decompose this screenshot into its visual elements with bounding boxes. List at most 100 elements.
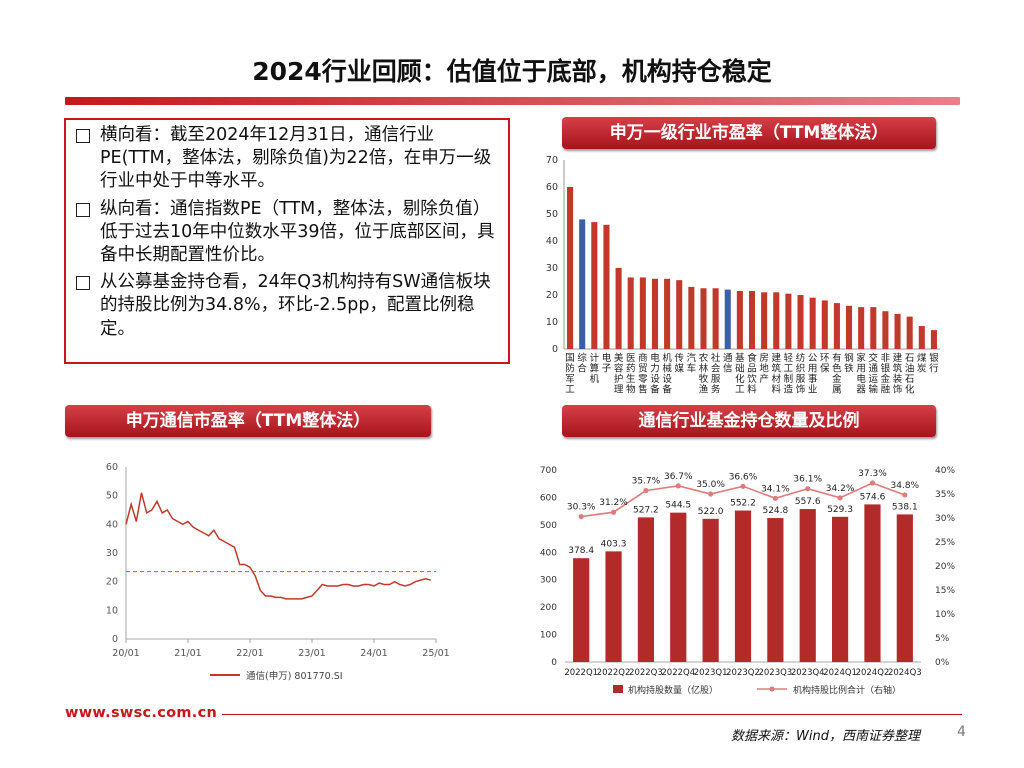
- x-tick-label: 用: [856, 364, 866, 375]
- x-tick-label: 渔: [699, 385, 709, 396]
- checkbox-bullet-icon: [76, 276, 90, 291]
- ratio-data-label: 36.1%: [793, 475, 822, 485]
- y-tick-label: 0: [112, 634, 118, 645]
- x-tick-label: 基: [735, 352, 745, 364]
- bar: [736, 290, 743, 349]
- x-tick-label: 生: [626, 373, 636, 385]
- bar-data-label: 403.3: [601, 539, 627, 549]
- x-tick-label: 筑: [772, 363, 782, 375]
- bar-data-label: 529.3: [827, 505, 853, 515]
- bar: [603, 224, 610, 349]
- title-underline: [65, 97, 960, 105]
- bar: [724, 289, 731, 349]
- bar: [833, 303, 840, 349]
- x-tick-label: 工: [735, 385, 745, 396]
- x-tick-label: 油: [905, 363, 915, 375]
- x-tick-label: 饰: [893, 384, 903, 396]
- x-tick-label: 建: [772, 352, 782, 364]
- y-tick-label: 40: [546, 236, 558, 247]
- x-tick-label: 备: [650, 384, 660, 396]
- bar: [627, 277, 634, 349]
- y-tick-label: 50: [106, 491, 118, 502]
- x-tick-label: 药: [626, 364, 636, 375]
- ratio-data-label: 36.6%: [729, 472, 758, 482]
- x-tick-label: 纺: [796, 352, 806, 364]
- x-tick-label: 农: [699, 352, 709, 364]
- x-tick-label: 2024Q3: [888, 668, 922, 678]
- x-tick-label: 属: [832, 385, 842, 396]
- x-tick-label: 色: [832, 363, 842, 375]
- fund-holding-chart-title: 通信行业基金持仓数量及比例: [562, 405, 936, 437]
- x-tick-label: 护: [614, 373, 624, 385]
- bar: [821, 300, 828, 349]
- x-tick-label: 地: [759, 363, 769, 375]
- ratio-point: [675, 483, 681, 489]
- x-tick-label: 化: [905, 384, 915, 396]
- y-left-tick-label: 300: [540, 576, 557, 586]
- x-tick-label: 金: [832, 373, 842, 385]
- summary-box: 横向看：截至2024年12月31日，通信行业PE(TTM，整体法，剔除负值)为2…: [64, 118, 510, 364]
- bar: [799, 509, 816, 662]
- y-left-tick-label: 700: [540, 466, 557, 476]
- y-right-tick-label: 30%: [935, 514, 955, 524]
- x-tick-label: 医: [626, 353, 636, 364]
- bar-data-label: 378.4: [568, 546, 594, 556]
- ratio-data-label: 31.2%: [599, 498, 628, 508]
- x-tick-label: 融: [881, 385, 891, 396]
- x-tick-label: 设: [662, 374, 672, 385]
- x-tick-label: 煤: [917, 352, 927, 364]
- bar-data-label: 544.5: [665, 501, 691, 511]
- legend-bar-swatch: [613, 685, 623, 693]
- bar: [651, 278, 658, 349]
- x-tick-label: 24/01: [360, 648, 387, 659]
- y-left-tick-label: 200: [540, 603, 557, 613]
- x-tick-label: 饰: [796, 384, 806, 396]
- bar: [785, 293, 792, 349]
- x-tick-label: 23/01: [298, 648, 325, 659]
- y-right-tick-label: 0%: [935, 658, 950, 668]
- bullet-3: 从公募基金持仓看，24年Q3机构持有SW通信板块的持股比例为34.8%，环比-2…: [76, 271, 500, 341]
- ratio-data-label: 34.8%: [891, 481, 920, 491]
- x-tick-label: 贸: [638, 363, 648, 375]
- y-tick-label: 40: [106, 519, 118, 530]
- y-tick-label: 10: [106, 605, 118, 616]
- x-tick-label: 20/01: [112, 648, 139, 659]
- x-tick-label: 牧: [699, 373, 709, 385]
- bar: [579, 219, 586, 349]
- x-tick-label: 理: [614, 385, 624, 396]
- ratio-data-label: 34.2%: [826, 484, 855, 494]
- y-right-tick-label: 35%: [935, 490, 955, 500]
- x-tick-label: 售: [638, 384, 648, 396]
- x-tick-label: 品: [747, 364, 757, 375]
- legend-line-marker: [769, 686, 775, 692]
- x-tick-label: 造: [784, 384, 794, 396]
- bar: [615, 268, 622, 349]
- footer-url[interactable]: www.swsc.com.cn: [65, 705, 218, 721]
- bar: [670, 512, 687, 662]
- bar: [702, 518, 719, 662]
- checkbox-bullet-icon: [76, 129, 90, 143]
- x-tick-label: 备: [662, 384, 672, 396]
- y-tick-label: 0: [552, 344, 558, 355]
- x-tick-label: 公: [808, 353, 818, 364]
- x-tick-label: 用: [808, 364, 818, 375]
- y-left-tick-label: 500: [540, 521, 557, 531]
- y-tick-label: 10: [546, 317, 558, 328]
- bar: [712, 288, 719, 349]
- x-tick-label: 有: [832, 352, 842, 364]
- x-tick-label: 环: [820, 353, 830, 364]
- x-tick-label: 器: [856, 385, 866, 396]
- x-tick-label: 算: [590, 363, 600, 375]
- ratio-data-label: 30.3%: [567, 503, 596, 513]
- x-tick-label: 车: [687, 363, 697, 375]
- ratio-data-label: 35.7%: [632, 477, 661, 487]
- bar: [896, 514, 913, 662]
- x-tick-label: 2022Q3: [629, 668, 663, 678]
- bar-data-label: 552.2: [730, 499, 756, 509]
- x-tick-label: 会: [711, 363, 721, 375]
- x-tick-label: 石: [905, 353, 915, 364]
- x-tick-label: 产: [759, 373, 769, 385]
- x-tick-label: 计: [590, 352, 600, 364]
- ratio-point: [837, 495, 843, 501]
- ratio-data-label: 37.3%: [858, 469, 887, 479]
